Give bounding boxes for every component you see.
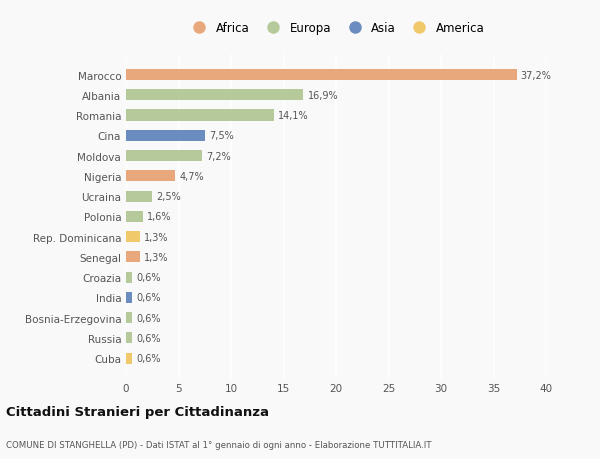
Bar xyxy=(126,231,140,243)
Text: 0,6%: 0,6% xyxy=(137,293,161,303)
Text: 1,3%: 1,3% xyxy=(144,252,169,262)
Text: 0,6%: 0,6% xyxy=(137,273,161,283)
Text: 0,6%: 0,6% xyxy=(137,313,161,323)
Bar xyxy=(126,353,133,364)
Bar xyxy=(126,151,202,162)
Text: 1,3%: 1,3% xyxy=(144,232,169,242)
Bar xyxy=(126,313,133,324)
Bar xyxy=(126,252,140,263)
Bar xyxy=(126,211,143,223)
Text: 0,6%: 0,6% xyxy=(137,353,161,364)
Text: COMUNE DI STANGHELLA (PD) - Dati ISTAT al 1° gennaio di ogni anno - Elaborazione: COMUNE DI STANGHELLA (PD) - Dati ISTAT a… xyxy=(6,441,431,449)
Bar xyxy=(126,130,205,141)
Text: 0,6%: 0,6% xyxy=(137,333,161,343)
Bar xyxy=(126,191,152,202)
Text: 37,2%: 37,2% xyxy=(521,70,551,80)
Bar xyxy=(126,333,133,344)
Bar xyxy=(126,110,274,121)
Text: 7,2%: 7,2% xyxy=(206,151,230,161)
Bar xyxy=(126,70,517,81)
Text: Cittadini Stranieri per Cittadinanza: Cittadini Stranieri per Cittadinanza xyxy=(6,405,269,419)
Text: 16,9%: 16,9% xyxy=(308,90,338,101)
Bar xyxy=(126,90,304,101)
Text: 1,6%: 1,6% xyxy=(147,212,172,222)
Bar xyxy=(126,292,133,303)
Text: 7,5%: 7,5% xyxy=(209,131,234,141)
Legend: Africa, Europa, Asia, America: Africa, Europa, Asia, America xyxy=(187,22,485,35)
Text: 2,5%: 2,5% xyxy=(157,192,181,202)
Bar xyxy=(126,171,175,182)
Text: 4,7%: 4,7% xyxy=(179,172,204,181)
Bar xyxy=(126,272,133,283)
Text: 14,1%: 14,1% xyxy=(278,111,309,121)
